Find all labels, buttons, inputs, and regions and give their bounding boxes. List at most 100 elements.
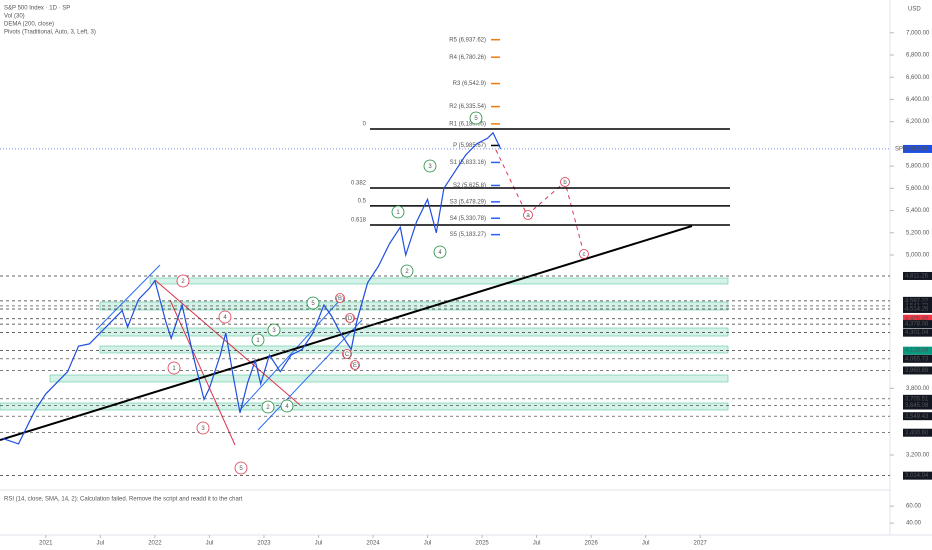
wave-label: 4: [285, 404, 289, 410]
pivot-label: S3 (5,478.29): [450, 199, 486, 205]
level-box: [903, 296, 932, 305]
channel-line: [257, 319, 363, 431]
pivot-label: R4 (6,780.26): [449, 55, 486, 61]
level-box: [903, 394, 932, 403]
level-label: 3,549.43: [905, 414, 929, 420]
wave-marker: [400, 264, 414, 278]
level-label: 3,400.60: [905, 430, 929, 436]
x-tick-label: 2022: [148, 541, 162, 547]
currency-label: USD: [908, 7, 921, 13]
x-tick-label: 2026: [584, 541, 598, 547]
wave-marker: [306, 296, 320, 310]
pivot-label: S1 (5,833.16): [450, 160, 486, 166]
x-tick-label: Jul: [533, 541, 541, 547]
wave-marker: [560, 177, 570, 187]
wave-marker: [196, 421, 210, 435]
price-line: [2, 131, 502, 445]
y-tick-label: 5,600.00: [906, 186, 930, 192]
wave-marker: [350, 360, 360, 370]
level-box: [903, 271, 932, 280]
wave-marker: [342, 349, 352, 359]
pivot-label: R5 (6,937.62): [449, 37, 486, 43]
wave-marker: [267, 323, 281, 337]
wave-label: 5: [474, 116, 478, 122]
y-tick-label: 3,800.00: [906, 386, 930, 392]
y-tick-label: 7,000.00: [906, 30, 930, 36]
level-label: 4,514.26: [905, 307, 929, 313]
wave-label: 1: [172, 366, 176, 372]
wave-marker: [335, 293, 345, 303]
wave-label: 2: [405, 269, 409, 275]
level-box: [903, 354, 932, 363]
x-tick-label: Jul: [97, 541, 105, 547]
y-tick-label: 6,400.00: [906, 97, 930, 103]
zone: [49, 374, 729, 383]
indicator-label: Pivots (Traditional, Auto, 3, Left, 3): [4, 30, 96, 36]
zone: [99, 345, 729, 354]
level-label: 4,426.45: [905, 316, 929, 322]
level-label: 3,960.89: [905, 368, 929, 374]
wave-marker: [423, 159, 437, 173]
y-tick-label: 6,600.00: [906, 75, 930, 81]
rsi-tick-label: 60.00: [906, 504, 922, 510]
level-label: 3,014.04: [905, 473, 929, 479]
level-label: 4,587.22: [905, 298, 929, 304]
wave-marker: [579, 249, 589, 259]
x-tick-label: 2024: [366, 541, 380, 547]
wave-label: 3: [201, 426, 205, 432]
wave-label: a: [526, 213, 530, 219]
x-tick-label: Jul: [206, 541, 214, 547]
indicator-label: Vol (30): [4, 14, 25, 20]
level-label: 4,065.73: [905, 356, 929, 362]
level-box: [903, 346, 932, 355]
wave-marker: [469, 111, 483, 125]
trend-line: [0, 225, 693, 441]
wave-label: 5: [311, 301, 315, 307]
pivot-label: R2 (6,335.54): [449, 104, 486, 110]
wave-label: 1: [256, 338, 260, 344]
level-label: 4,378.06: [905, 322, 929, 328]
fib-label: 0.382: [351, 181, 367, 187]
wave-label: 3: [428, 164, 432, 170]
x-tick-label: Jul: [424, 541, 432, 547]
level-box: [903, 314, 932, 323]
pivot-label: R1 (6,180.05): [449, 121, 486, 127]
fib-label: 0.618: [351, 218, 367, 224]
level-label: 3,645.08: [905, 403, 929, 409]
wave-label: b: [563, 180, 567, 186]
level-label: 4,139.04: [905, 348, 929, 354]
chart-title: S&P 500 Index · 1D · SP: [4, 6, 70, 12]
level-label: 4,811.26: [905, 274, 929, 280]
x-tick-label: 2025: [475, 541, 489, 547]
projection: [495, 149, 585, 255]
wave-marker: [391, 205, 405, 219]
fib-label: 0: [363, 122, 367, 128]
zone: [99, 327, 729, 337]
last-price-label: 5,954.51: [905, 147, 929, 153]
level-box: [903, 328, 932, 337]
channel-line: [95, 264, 161, 331]
level-label: 3,705.51: [905, 396, 929, 402]
level-box: [903, 471, 932, 480]
rsi-tick-label: 40.00: [906, 521, 922, 527]
y-tick-label: 5,000.00: [906, 253, 930, 259]
pivot-label: R3 (6,542.9): [453, 81, 486, 87]
y-tick-label: 6,200.00: [906, 119, 930, 125]
last-price-box: [903, 144, 932, 153]
wave-label: 4: [223, 315, 227, 321]
x-tick-label: 2023: [257, 541, 271, 547]
indicator-label: DEMA (200, close): [4, 22, 54, 28]
x-tick-label: Jul: [315, 541, 323, 547]
wave-marker: [176, 274, 190, 288]
wave-marker: [218, 310, 232, 324]
x-tick-label: 2027: [694, 541, 708, 547]
fib-label: 0.5: [358, 198, 367, 204]
wave-label: (C): [343, 352, 351, 358]
pivot-label: P (5,985.67): [453, 143, 486, 149]
wave-marker: [523, 210, 533, 220]
rsi-label: RSI (14, close, SMA, 14, 2): Calculation…: [4, 497, 243, 503]
zone: [149, 277, 729, 285]
y-tick-label: 6,800.00: [906, 53, 930, 59]
wave-marker: [433, 245, 447, 259]
